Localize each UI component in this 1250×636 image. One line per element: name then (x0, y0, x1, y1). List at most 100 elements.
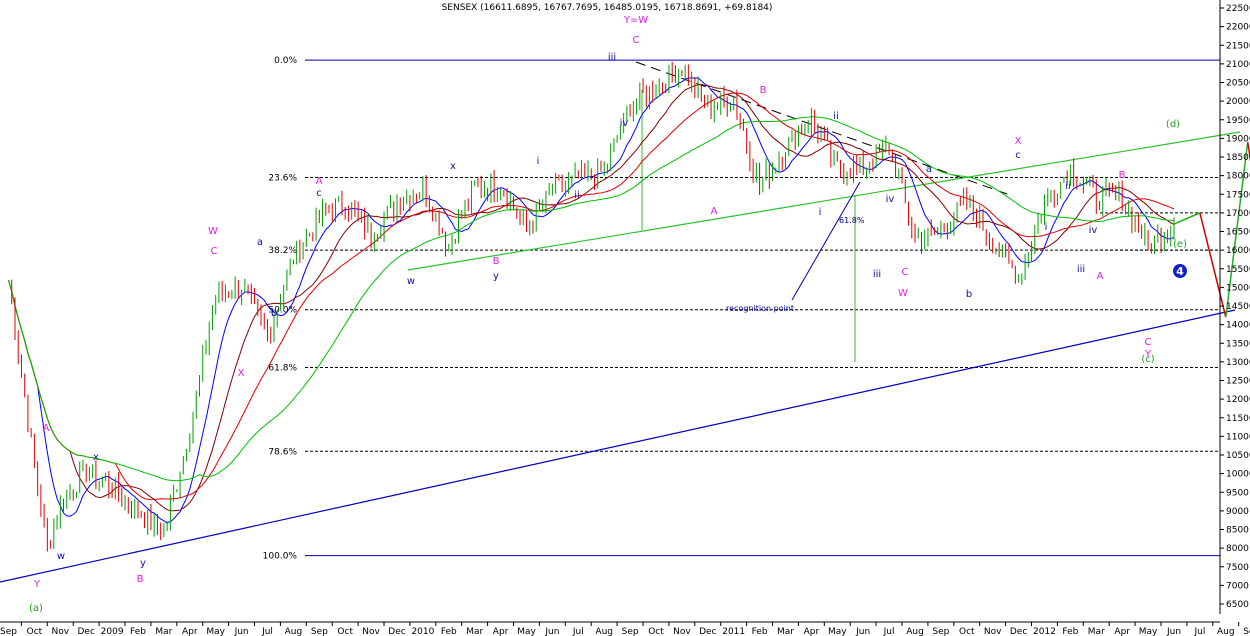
x-tick-label: Mar (1088, 627, 1105, 636)
y-axis: 6500 7000 7500 8000 8500 9000 9500 10000 10500 11… (1219, 0, 1250, 614)
x-tick-label: Aug (285, 627, 303, 636)
x-tick-label: Dec (388, 627, 405, 636)
wave-label: ii (833, 111, 839, 122)
wave-label: ii (574, 190, 580, 201)
x-tick-label: May (206, 627, 225, 636)
x-tick-label: 2009 (101, 627, 124, 636)
y-tick-label: 19500 (1226, 116, 1250, 126)
x-tick-label: May (517, 627, 536, 636)
wave-label: iii (1077, 264, 1085, 275)
wave-label: i (1045, 222, 1048, 233)
wave-label: C (902, 267, 909, 278)
x-tick-label: Aug (1217, 627, 1235, 636)
annotation-fib-618: 61.8% (839, 216, 865, 225)
annotations: recognition point 61.8% (726, 181, 865, 313)
y-tick-label: 16000 (1226, 246, 1250, 256)
projection-paths (1173, 141, 1250, 318)
wave-label: 4 (1176, 265, 1184, 278)
x-tick-label: Feb (130, 627, 146, 636)
x-tick-label: Feb (441, 627, 457, 636)
fib-level-label: 61.8% (268, 363, 297, 373)
y-tick-label: 16500 (1226, 228, 1250, 238)
wave-label: X (238, 368, 245, 379)
y-tick-label: 20000 (1226, 97, 1250, 107)
wave-label: C (1145, 337, 1152, 348)
y-tick-label: 18500 (1226, 153, 1250, 163)
candles (11, 61, 1175, 552)
wave-label: B (493, 256, 500, 267)
y-tick-label: 11500 (1226, 414, 1250, 424)
wave-label: i (819, 207, 822, 218)
x-tick-label: Mar (466, 627, 483, 636)
wave-label: iii (608, 52, 616, 63)
x-tick-label: Jul (261, 627, 273, 636)
x-tick-label: 2011 (722, 627, 745, 636)
x-tick-label: Nov (362, 627, 380, 636)
wave-label: A (711, 206, 718, 217)
x-tick-label: Jul (883, 627, 895, 636)
x-tick-label: Jun (855, 627, 870, 636)
y-tick-label: 10500 (1226, 451, 1250, 461)
wave-label: W (208, 226, 218, 237)
y-tick-label: 9500 (1226, 488, 1249, 498)
x-tick-label: 2012 (1033, 627, 1056, 636)
wave-label: A (1097, 271, 1104, 282)
y-tick-label: 10000 (1226, 470, 1250, 480)
x-tick-label: Aug (595, 627, 613, 636)
wave-labels: Y(a)AxwyBWCXabAcwxyBiiiiiiivY=WCABiiiiii… (29, 15, 1187, 614)
wave-label: i (537, 156, 540, 167)
y-tick-label: 8000 (1226, 544, 1249, 554)
fib-level-label: 23.6% (268, 173, 297, 183)
x-tick-label: Apr (1114, 627, 1130, 636)
y-tick-label: 14000 (1226, 321, 1250, 331)
annotation-recognition-point: recognition point (726, 304, 794, 313)
wave-label: c (1015, 150, 1021, 161)
x-tick-label: Dec (1010, 627, 1027, 636)
wave-label: x (450, 161, 456, 172)
x-tick-label: Dec (77, 627, 94, 636)
y-tick-label: 13000 (1226, 358, 1250, 368)
wave-label: iv (886, 194, 895, 205)
wave-label: (d) (1166, 119, 1180, 130)
x-tick-label: Apr (804, 627, 820, 636)
wave-label: x (93, 452, 99, 463)
x-tick-label: Apr (182, 627, 198, 636)
x-tick-label: Mar (155, 627, 172, 636)
y-tick-label: 21500 (1226, 41, 1250, 51)
y-tick-label: 15000 (1226, 283, 1250, 293)
fib-level-label: 78.6% (268, 447, 297, 457)
wave-label: (c) (1141, 354, 1154, 365)
y-tick-label: 14500 (1226, 302, 1250, 312)
x-tick-label: Sep (932, 627, 949, 636)
wave-label: Y (1144, 349, 1152, 360)
x-tick-label: Sep (1243, 627, 1250, 636)
x-tick-label: Aug (906, 627, 924, 636)
ma-red-line (8, 92, 1175, 501)
wave-label: y (493, 271, 499, 282)
x-tick-label: Mar (777, 627, 794, 636)
y-tick-label: 7000 (1226, 581, 1249, 591)
wave-label: Y=W (623, 15, 648, 26)
wave-label: a (257, 237, 263, 248)
projection-segment (1173, 212, 1201, 225)
y-tick-label: 12000 (1226, 395, 1250, 405)
wave-label: C (211, 246, 218, 257)
x-tick-label: May (1139, 627, 1158, 636)
y-tick-label: 15500 (1226, 265, 1250, 275)
wave-label: w (407, 276, 415, 287)
y-tick-label: 17500 (1226, 190, 1250, 200)
wave-label: iv (1089, 225, 1098, 236)
x-tick-label: Nov (984, 627, 1002, 636)
projection-segment (1225, 142, 1249, 318)
x-tick-label: Dec (699, 627, 716, 636)
wave-label: w (57, 551, 65, 562)
wave-label: A (316, 176, 323, 187)
wave-label: c (316, 188, 322, 199)
fib-level-label: 100.0% (263, 552, 298, 562)
ma-slow-line (8, 116, 1175, 482)
x-tick-label: Nov (673, 627, 691, 636)
x-tick-label: Sep (622, 627, 639, 636)
wave-label: A (43, 423, 50, 434)
